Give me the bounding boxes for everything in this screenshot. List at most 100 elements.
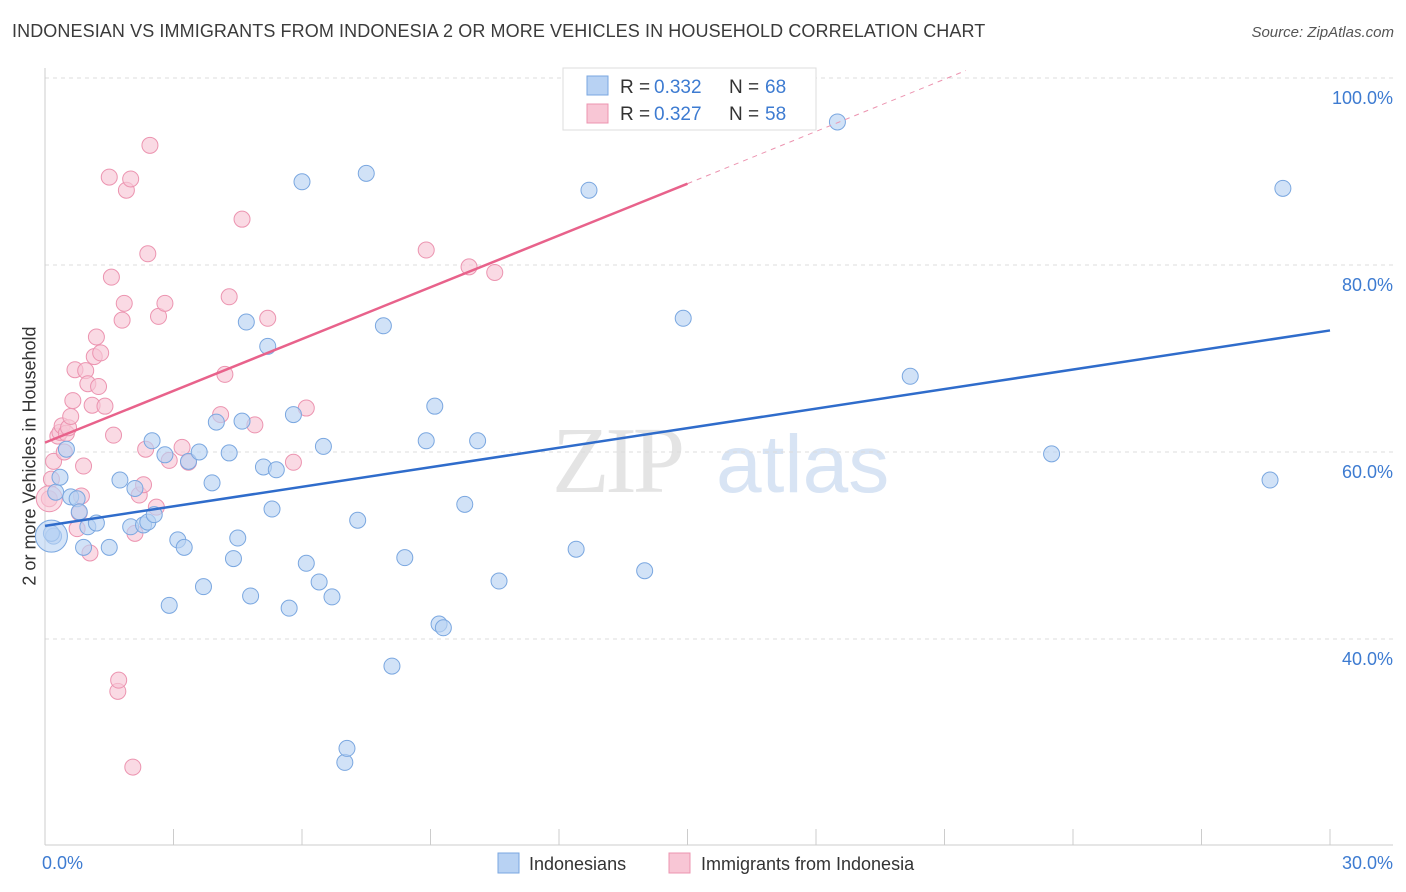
indonesians-point-20: [175, 538, 193, 556]
indonesians-point-9: [100, 538, 118, 556]
legend-r-label-2: R =: [620, 104, 650, 125]
indonesians-point-37: [284, 406, 302, 424]
legend-swatch-immigrants: [586, 103, 609, 124]
y-tick-label-100: 100.0%: [1332, 88, 1393, 108]
indonesians-point-46: [357, 164, 375, 182]
immigrants-point-49: [220, 288, 238, 306]
immigrants-point-53: [284, 453, 302, 471]
indonesians-point-38: [293, 173, 311, 191]
legend-r-value-1: 0.332: [654, 77, 702, 98]
bottom-legend-label-immigrants: Immigrants from Indonesia: [701, 854, 915, 874]
indonesians-point-61: [828, 113, 846, 131]
immigrants-trend-line: [44, 182, 688, 444]
indonesians-cluster-point: [34, 519, 68, 553]
y-tick-label-40: 40.0%: [1342, 649, 1393, 669]
y-tick-label-60: 60.0%: [1342, 462, 1393, 482]
immigrants-point-52: [259, 309, 277, 327]
series-legend: Indonesians Immigrants from Indonesia: [497, 852, 915, 874]
indonesians-trend-line: [44, 329, 1331, 528]
legend-n-value-2: 58: [765, 104, 786, 125]
immigrants-trend-extension: [687, 70, 967, 185]
correlation-legend: R = 0.332 N = 68 R = 0.327 N = 58: [562, 67, 817, 131]
indonesians-point-51: [426, 397, 444, 415]
watermark-atlas: atlas: [716, 419, 889, 510]
indonesians-point-45: [349, 511, 367, 529]
immigrants-point-15: [75, 457, 93, 475]
indonesians-point-43: [336, 753, 354, 771]
immigrants-point-33: [122, 170, 140, 188]
indonesians-point-42: [323, 588, 341, 606]
immigrants-point-40: [141, 136, 159, 154]
bottom-legend-swatch-indonesians: [497, 852, 520, 874]
indonesians-point-25: [207, 413, 225, 431]
indonesians-point-50: [417, 432, 435, 450]
indonesians-point-29: [233, 412, 251, 430]
gridlines: [45, 77, 1393, 640]
indonesians-point-34: [263, 500, 281, 518]
indonesians-point-22: [190, 443, 208, 461]
immigrants-point-22: [90, 378, 108, 396]
indonesians-point-27: [224, 550, 242, 568]
chart-title: INDONESIAN VS IMMIGRANTS FROM INDONESIA …: [12, 21, 986, 41]
indonesians-point-35: [267, 461, 285, 479]
bottom-legend-label-indonesians: Indonesians: [529, 854, 626, 874]
legend-r-value-2: 0.327: [654, 104, 702, 125]
legend-n-label-1: N =: [729, 77, 759, 98]
indonesians-point-21: [179, 452, 197, 470]
indonesians-point-24: [203, 474, 221, 492]
immigrants-point-31: [115, 294, 133, 312]
indonesians-point-65: [1274, 179, 1292, 197]
immigrants-point-57: [486, 263, 504, 281]
immigrants-point-27: [105, 426, 123, 444]
indonesians-point-18: [160, 596, 178, 614]
indonesians-point-7: [75, 538, 93, 556]
indonesians-point-48: [383, 657, 401, 675]
immigrants-point-29: [110, 671, 128, 689]
watermark-zip: ZIP: [552, 409, 682, 513]
indonesians-point-60: [674, 309, 692, 327]
indonesians-point-47: [374, 317, 392, 335]
indonesians-point-31: [242, 587, 260, 605]
indonesians-points: [34, 113, 1292, 771]
watermark: ZIP atlas: [552, 409, 889, 513]
indonesians-point-53: [434, 619, 452, 637]
immigrants-point-39: [139, 245, 157, 263]
indonesians-point-28: [229, 529, 247, 547]
indonesians-point-40: [310, 573, 328, 591]
legend-swatch-indonesians: [586, 75, 609, 96]
indonesians-point-36: [280, 599, 298, 617]
immigrants-point-34: [124, 758, 142, 776]
x-axis-ticks: [44, 829, 1331, 845]
indonesians-point-10: [111, 471, 129, 489]
x-tick-label-max: 30.0%: [1342, 853, 1393, 873]
immigrants-point-24: [96, 397, 114, 415]
indonesians-point-12: [126, 479, 144, 497]
indonesians-point-64: [1261, 471, 1279, 489]
indonesians-point-55: [469, 432, 487, 450]
immigrants-point-25: [100, 168, 118, 186]
indonesians-point-41: [314, 437, 332, 455]
indonesians-point-59: [636, 562, 654, 580]
legend-n-value-1: 68: [765, 77, 786, 98]
indonesians-point-3: [57, 440, 75, 458]
immigrants-point-23: [92, 344, 110, 362]
legend-r-label-1: R =: [620, 77, 650, 98]
indonesians-point-63: [1043, 445, 1061, 463]
indonesians-point-2: [51, 468, 69, 486]
indonesians-point-56: [490, 572, 508, 590]
immigrants-point-9: [62, 407, 80, 425]
indonesians-point-54: [456, 495, 474, 513]
immigrants-point-2: [45, 452, 63, 470]
y-axis-tick-labels: 40.0% 60.0% 80.0% 100.0%: [1332, 88, 1393, 669]
immigrants-point-30: [113, 311, 131, 329]
indonesians-point-6: [70, 503, 88, 521]
bottom-legend-swatch-immigrants: [668, 852, 691, 874]
indonesians-point-17: [156, 446, 174, 464]
immigrants-from-indonesia-points: [35, 136, 504, 776]
indonesians-point-62: [901, 367, 919, 385]
indonesians-point-23: [194, 578, 212, 596]
x-tick-label-min: 0.0%: [42, 853, 83, 873]
indonesians-point-30: [237, 313, 255, 331]
indonesians-point-26: [220, 444, 238, 462]
